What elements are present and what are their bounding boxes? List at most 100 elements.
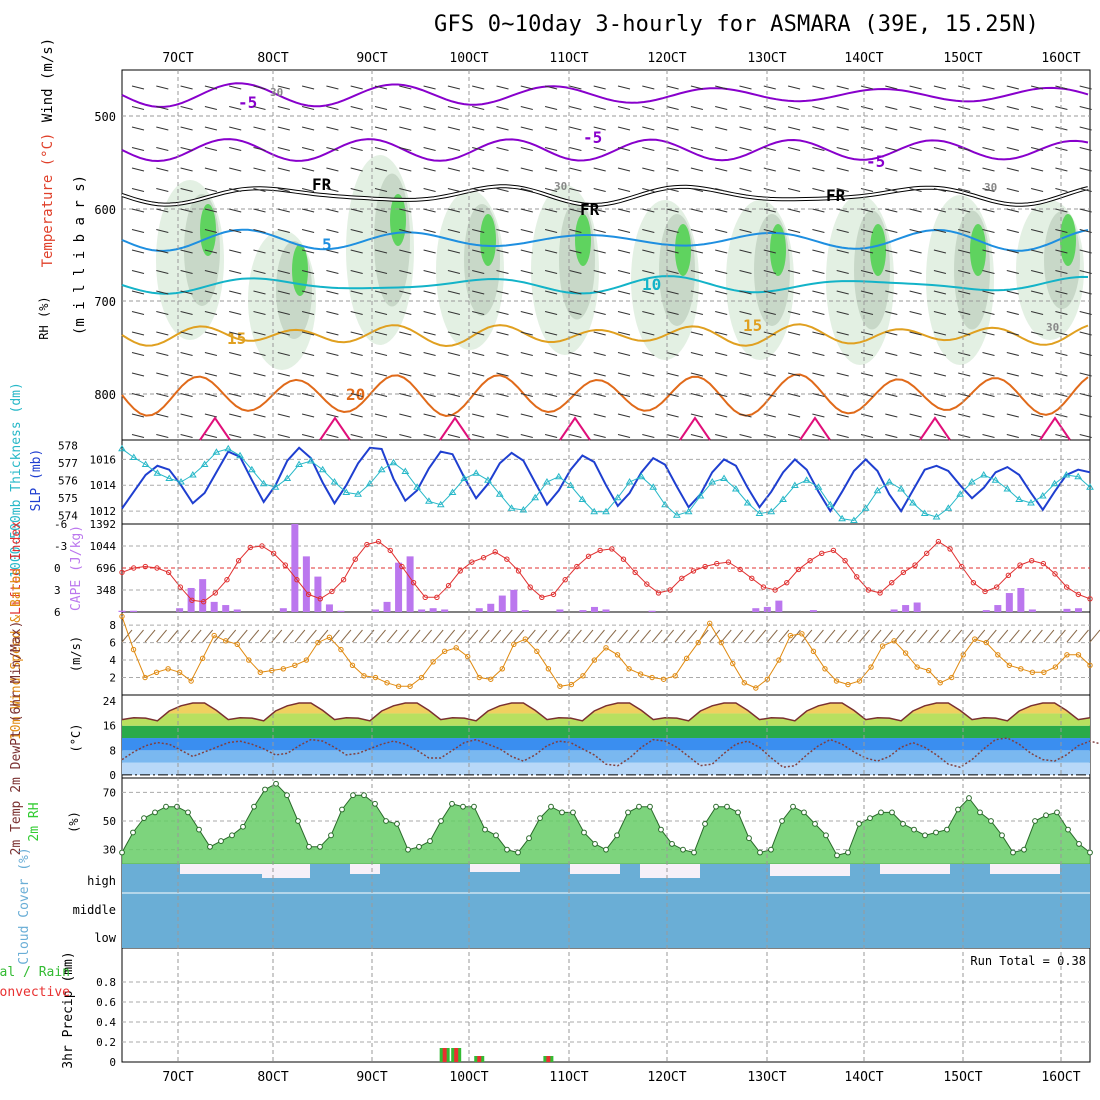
lifted-index-point xyxy=(924,550,930,557)
wind-speed-point xyxy=(925,667,932,674)
rh2m-point xyxy=(592,841,598,847)
thickness-point xyxy=(342,488,351,495)
wind-barb xyxy=(350,126,363,131)
lifted-index-point xyxy=(725,559,732,565)
cape-bar xyxy=(475,608,483,612)
wind-speed-point xyxy=(614,652,621,658)
wind-barb xyxy=(739,249,752,254)
wind-barb xyxy=(860,249,874,254)
wind-barb xyxy=(1020,629,1032,643)
lifted-index-point xyxy=(1005,572,1012,579)
wind-barb xyxy=(909,393,922,397)
rh2m-point xyxy=(405,846,411,853)
wind-barb xyxy=(131,290,145,295)
rh2m-panel: 70 50 30 xyxy=(103,780,1093,864)
lifted-index-point xyxy=(434,594,440,601)
wind-barb xyxy=(301,126,315,131)
y-tick-label: 696 xyxy=(96,562,116,575)
lifted-index-point xyxy=(562,577,568,583)
wind-barb xyxy=(642,290,655,295)
wind-barb xyxy=(1079,393,1092,397)
wind-barb xyxy=(982,188,995,192)
lifted-index-point xyxy=(632,569,638,576)
lifted-index-point xyxy=(130,565,137,571)
wind-barb xyxy=(374,270,388,274)
wind-barb xyxy=(885,167,898,172)
wind-barb xyxy=(472,229,485,233)
thickness-point xyxy=(484,476,492,483)
wind-speed-point xyxy=(1018,666,1024,672)
wind-barb xyxy=(472,393,485,397)
lifted-index-point xyxy=(947,546,953,552)
wind-barb xyxy=(204,434,218,438)
stability-panel: -6 -3 0 3 6 1392 1044 696 348 xyxy=(54,518,1093,619)
wind-barb xyxy=(277,126,290,131)
rh2m-point xyxy=(614,832,620,839)
wind-barb xyxy=(617,188,631,192)
wind-barb xyxy=(909,126,922,131)
rh2m-point xyxy=(1032,818,1038,824)
wind-barb xyxy=(593,249,606,254)
wind-barb xyxy=(666,106,679,110)
rh2m-point xyxy=(559,809,565,816)
lifted-index-point xyxy=(259,543,265,549)
wind-barb xyxy=(882,629,893,643)
wind-barb xyxy=(617,229,631,233)
wind-barb xyxy=(180,311,193,315)
wind-barb xyxy=(248,629,260,643)
wind-barb xyxy=(520,147,533,151)
wind-barb xyxy=(885,126,898,131)
wind-barb xyxy=(1030,167,1044,172)
wind-barb xyxy=(593,106,606,110)
thickness-point xyxy=(200,460,209,467)
contour-label: 5 xyxy=(322,235,332,254)
lifted-index-point xyxy=(270,550,277,557)
wind-barb xyxy=(885,208,898,213)
wind-barb xyxy=(472,413,485,418)
wind-barb xyxy=(229,229,242,233)
wind-barb xyxy=(544,85,558,90)
wind-barb xyxy=(739,311,752,315)
wind-barb xyxy=(253,208,266,213)
rh2m-point xyxy=(680,846,686,853)
wind-barb xyxy=(301,393,315,397)
thickness-point xyxy=(306,457,315,464)
wind-barb xyxy=(294,629,306,643)
wind-barb xyxy=(933,331,947,336)
wind-barb xyxy=(812,188,825,192)
wind-barb xyxy=(277,372,290,377)
thickness-point xyxy=(330,478,339,485)
y-tick-label: -3 xyxy=(54,540,67,553)
wind-barb xyxy=(326,208,339,213)
wind-barb xyxy=(374,393,388,397)
thickness-point xyxy=(743,499,752,506)
wind-barb xyxy=(787,393,801,397)
rh-area-mid xyxy=(659,214,695,326)
wind-barb xyxy=(617,311,631,315)
wind-barb xyxy=(982,413,995,418)
wind-speed-point xyxy=(580,673,586,679)
wind-barb xyxy=(836,270,849,274)
wind-barb xyxy=(423,434,436,438)
wind-barb xyxy=(958,249,971,254)
thickness-point xyxy=(684,507,693,515)
wind-barb xyxy=(1006,208,1019,213)
thickness-point xyxy=(590,507,599,515)
thickness-point xyxy=(531,493,540,501)
thickness-point xyxy=(271,483,280,490)
wind-barb xyxy=(982,229,995,233)
wind-barb xyxy=(520,270,533,274)
wind-barb xyxy=(447,434,461,438)
wind-barb xyxy=(144,629,156,643)
wind-barb xyxy=(836,331,849,336)
wind-barb xyxy=(156,208,169,213)
rh2m-point xyxy=(669,841,675,847)
wind-barb xyxy=(375,629,386,643)
wind-barb xyxy=(180,147,193,151)
wind-speed-point xyxy=(983,639,989,646)
wind-barb xyxy=(617,270,631,274)
wind-barb xyxy=(204,188,218,192)
wind-barb xyxy=(569,106,582,110)
wind-barb xyxy=(259,629,271,643)
wind-barb xyxy=(399,372,412,377)
